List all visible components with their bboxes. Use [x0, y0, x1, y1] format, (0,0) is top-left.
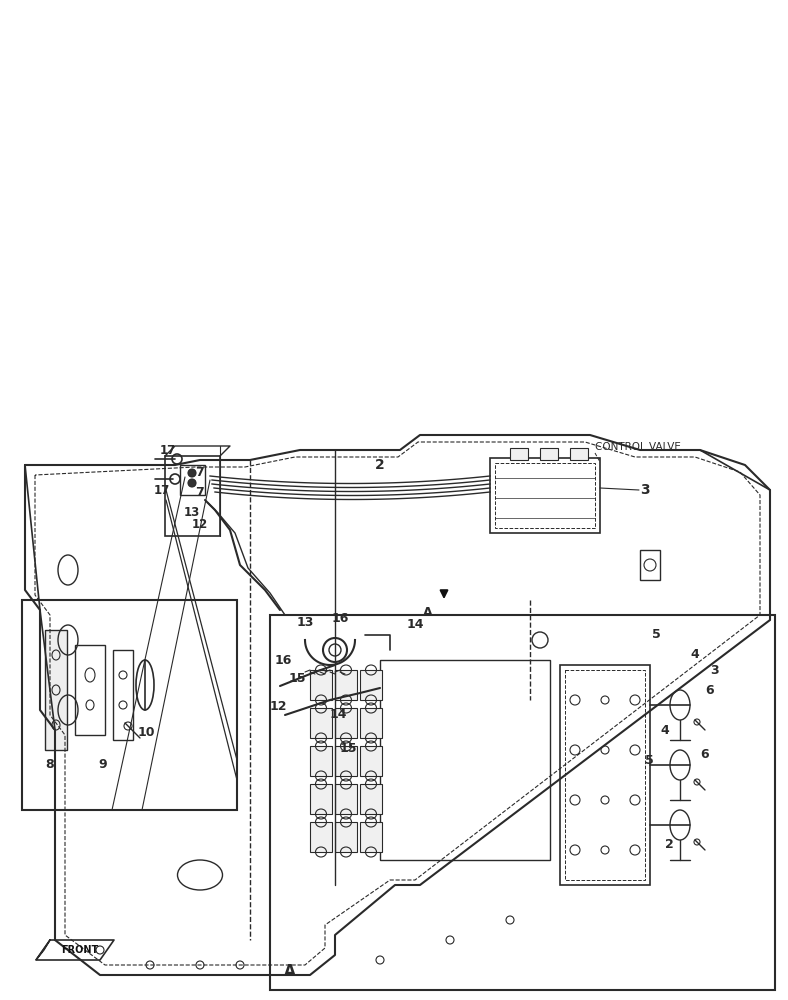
Circle shape: [188, 479, 196, 487]
Bar: [360, 746, 382, 776]
Text: 3: 3: [710, 664, 719, 676]
Bar: [360, 822, 382, 852]
Text: CONTROL VALVE: CONTROL VALVE: [595, 442, 681, 452]
Text: 16: 16: [274, 654, 292, 666]
Bar: [360, 708, 382, 738]
Text: 12: 12: [269, 700, 287, 712]
Bar: [560, 665, 650, 885]
Bar: [565, 670, 645, 880]
Bar: [335, 746, 357, 776]
Text: 6: 6: [705, 684, 714, 696]
Bar: [360, 784, 382, 814]
Bar: [165, 456, 220, 536]
Text: 12: 12: [191, 518, 208, 530]
Text: 2: 2: [665, 838, 674, 852]
Bar: [75, 645, 105, 735]
Bar: [310, 670, 332, 700]
Text: A: A: [284, 964, 296, 980]
Bar: [310, 822, 332, 852]
Text: 15: 15: [340, 742, 357, 754]
Bar: [180, 465, 205, 495]
Text: 4: 4: [660, 724, 669, 736]
Bar: [380, 660, 550, 860]
Text: 4: 4: [690, 648, 699, 662]
Bar: [310, 746, 332, 776]
Text: 7: 7: [195, 466, 204, 479]
Bar: [640, 550, 660, 580]
Text: 16: 16: [331, 612, 348, 626]
Text: 13: 13: [296, 616, 314, 630]
Bar: [22, 600, 237, 810]
Text: 5: 5: [652, 629, 661, 642]
Text: FRONT: FRONT: [61, 945, 98, 955]
Bar: [490, 458, 600, 533]
Bar: [335, 822, 357, 852]
Bar: [360, 670, 382, 700]
Bar: [380, 660, 550, 860]
Bar: [310, 784, 332, 814]
Bar: [335, 784, 357, 814]
Text: 13: 13: [184, 506, 200, 518]
Text: 17: 17: [160, 444, 177, 456]
Text: 5: 5: [645, 754, 654, 766]
Text: 17: 17: [154, 484, 170, 496]
Bar: [335, 708, 357, 738]
Bar: [310, 708, 332, 738]
Text: 15: 15: [288, 672, 306, 684]
Text: 7: 7: [195, 486, 204, 498]
Text: 6: 6: [700, 748, 708, 762]
Text: 14: 14: [329, 708, 347, 722]
Polygon shape: [36, 940, 50, 960]
Bar: [270, 615, 775, 990]
Text: 2: 2: [375, 458, 385, 472]
Bar: [540, 448, 558, 460]
Circle shape: [188, 469, 196, 477]
Bar: [570, 448, 588, 460]
Bar: [45, 630, 67, 750]
Bar: [495, 463, 595, 528]
Bar: [45, 630, 67, 750]
Text: 8: 8: [46, 758, 54, 772]
Text: 3: 3: [640, 483, 649, 497]
Text: 9: 9: [98, 758, 107, 772]
Bar: [335, 670, 357, 700]
Text: 10: 10: [138, 726, 155, 740]
Bar: [510, 448, 528, 460]
Text: 14: 14: [407, 618, 424, 632]
Bar: [113, 650, 133, 740]
Text: A: A: [423, 605, 433, 618]
